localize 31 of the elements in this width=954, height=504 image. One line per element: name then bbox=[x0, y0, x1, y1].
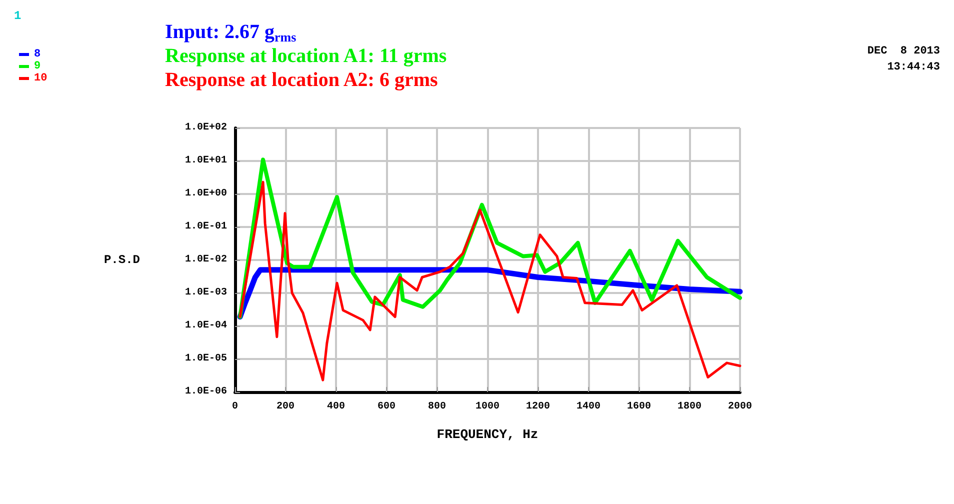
y-tick-label: 1.0E-05 bbox=[184, 354, 227, 364]
y-tick-label: 1.0E+01 bbox=[184, 156, 227, 166]
x-tick-label: 1000 bbox=[475, 402, 500, 412]
legend-label: 10 bbox=[34, 72, 48, 84]
x-tick-label: 1400 bbox=[576, 402, 601, 412]
y-tick-label: 1.0E-01 bbox=[184, 222, 227, 232]
text: 1 bbox=[14, 9, 22, 23]
text: Response at location A2: 6 grms bbox=[165, 69, 438, 91]
text: Response at location A1: 11 grms bbox=[165, 45, 447, 67]
x-tick-label: 800 bbox=[428, 402, 446, 412]
x-tick-label: 2000 bbox=[728, 402, 752, 412]
x-tick-label: 0 bbox=[232, 402, 238, 412]
y-tick-label: 1.0E+00 bbox=[184, 188, 227, 200]
x-tick-label: 1600 bbox=[626, 402, 652, 412]
text: DEC 8 2013 bbox=[867, 46, 940, 58]
x-tick-label: 600 bbox=[377, 402, 396, 412]
x-tick-label: 400 bbox=[326, 402, 346, 412]
text: 13:44:43 bbox=[887, 62, 940, 74]
x-tick-label: 1200 bbox=[526, 402, 550, 412]
y-tick-label: 1.0E-03 bbox=[184, 288, 227, 298]
y-axis-title: P.S.D bbox=[104, 253, 140, 267]
y-tick-label: 1.0E-02 bbox=[184, 254, 227, 266]
x-tick-label: 200 bbox=[276, 402, 295, 412]
legend-label: 8 bbox=[34, 48, 41, 60]
x-axis-title: FREQUENCY, Hz bbox=[436, 427, 538, 442]
y-tick-label: 1.0E-04 bbox=[184, 320, 227, 332]
legend-label: 9 bbox=[34, 60, 41, 72]
y-tick-label: 1.0E-06 bbox=[184, 386, 227, 398]
y-tick-label: 1.0E+02 bbox=[184, 122, 227, 134]
line-series bbox=[238, 180, 742, 382]
x-tick-label: 1800 bbox=[677, 402, 702, 412]
